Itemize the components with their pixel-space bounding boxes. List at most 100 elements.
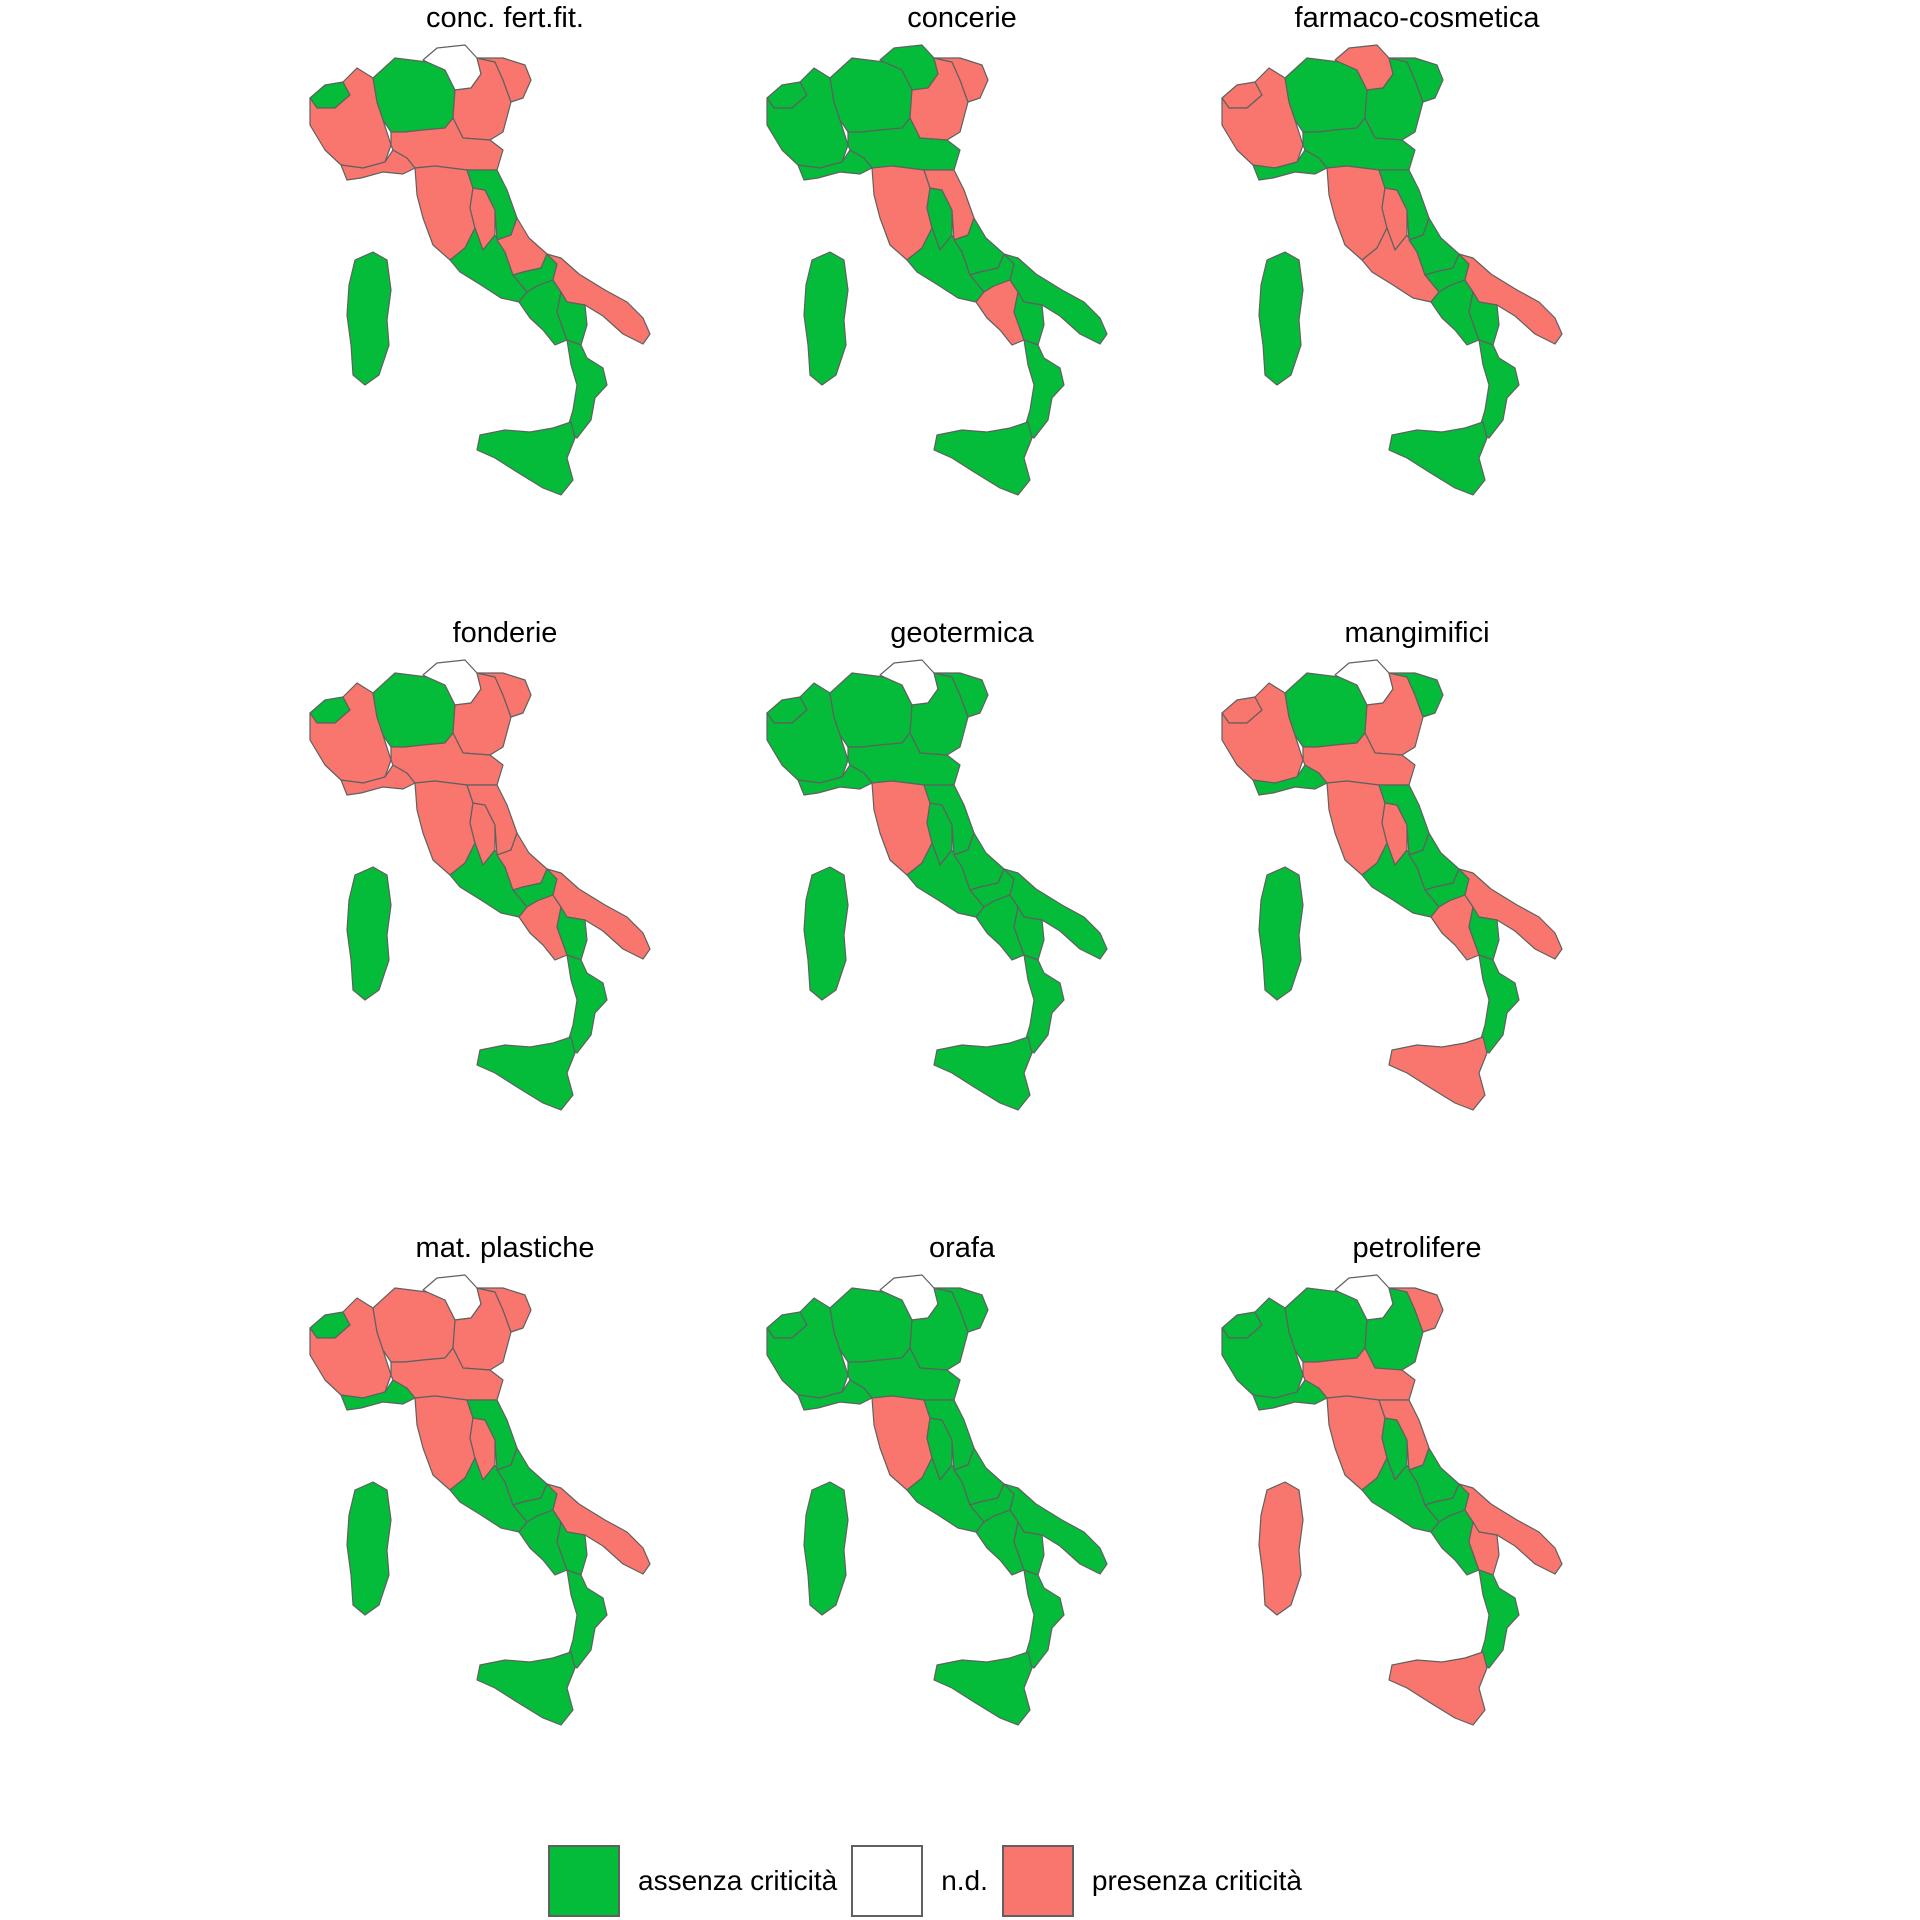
panel-title: farmaco-cosmetica [1294,2,1540,34]
region-sardegna [346,1481,392,1616]
panel-title: mangimifici [1344,617,1490,649]
region-friuli-venezia-giulia [933,672,989,718]
region-puglia [1458,868,1563,960]
region-basilicata [556,1521,588,1576]
italy-map [309,1274,651,1726]
region-emilia-romagna [847,732,961,786]
region-friuli-venezia-giulia [1388,672,1444,718]
panel-title: petrolifere [1352,1232,1482,1264]
region-basilicata [1013,1521,1045,1576]
region-sicilia [476,421,576,496]
region-friuli-venezia-giulia [933,57,989,103]
panel-title: mat. plastiche [415,1232,595,1264]
region-emilia-romagna [1302,117,1416,171]
region-puglia [546,1483,651,1575]
region-calabria [566,1569,608,1669]
region-basilicata [556,291,588,346]
legend-key-assenza [548,1845,620,1917]
region-friuli-venezia-giulia [933,1287,989,1333]
panel-title: fonderie [452,617,558,649]
legend-key-presenza [1001,1845,1074,1917]
region-calabria [1023,954,1065,1054]
map-panel-mangimifici: mangimifici [1187,615,1647,1195]
panel-title: concerie [907,2,1017,34]
region-emilia-romagna [847,117,961,171]
region-friuli-venezia-giulia [476,57,532,103]
region-calabria [1478,954,1520,1054]
region-emilia-romagna [390,1347,504,1401]
legend-key-nd [851,1845,924,1917]
italy-map [1221,659,1563,1111]
region-puglia [546,868,651,960]
region-emilia-romagna [390,732,504,786]
legend-item-assenza: assenza criticità [548,1845,837,1917]
region-emilia-romagna [1302,732,1416,786]
italy-map [309,659,651,1111]
italy-map [766,1274,1108,1726]
region-emilia-romagna [1302,1347,1416,1401]
region-emilia-romagna [847,1347,961,1401]
legend-label-nd: n.d. [941,1865,988,1896]
region-puglia [1458,1483,1563,1575]
region-friuli-venezia-giulia [476,672,532,718]
legend: assenza criticità n.d. presenza criticit… [548,1845,1316,1917]
region-sardegna [803,1481,849,1616]
region-sardegna [1258,866,1304,1001]
legend-item-nd: n.d. [851,1845,988,1917]
region-calabria [1478,1569,1520,1669]
map-panel-orafa: orafa [732,1230,1192,1810]
map-panel-mat-plastiche: mat. plastiche [275,1230,735,1810]
region-sardegna [346,251,392,386]
region-sicilia [933,421,1033,496]
map-panel-farmaco-cosmetica: farmaco-cosmetica [1187,0,1647,580]
map-panel-concerie: concerie [732,0,1192,580]
region-friuli-venezia-giulia [1388,57,1444,103]
region-friuli-venezia-giulia [1388,1287,1444,1333]
region-puglia [1003,868,1108,960]
region-basilicata [1013,906,1045,961]
region-emilia-romagna [390,117,504,171]
italy-map [766,44,1108,496]
italy-map [766,659,1108,1111]
region-sicilia [476,1651,576,1726]
map-panel-geotermica: geotermica [732,615,1192,1195]
region-sardegna [803,251,849,386]
region-basilicata [556,906,588,961]
region-calabria [1478,339,1520,439]
italy-map [1221,1274,1563,1726]
region-sicilia [933,1036,1033,1111]
region-sicilia [1388,1036,1488,1111]
region-sicilia [1388,421,1488,496]
region-sicilia [476,1036,576,1111]
region-sardegna [1258,251,1304,386]
panel-title: orafa [928,1232,996,1264]
region-calabria [566,954,608,1054]
panel-title: conc. fert.fit. [426,2,584,34]
region-basilicata [1013,291,1045,346]
region-basilicata [1468,291,1500,346]
region-sardegna [346,866,392,1001]
italy-map [309,44,651,496]
region-sardegna [1258,1481,1304,1616]
region-sardegna [803,866,849,1001]
panel-title: geotermica [890,617,1034,649]
map-panel-fonderie: fonderie [275,615,735,1195]
region-calabria [1023,1569,1065,1669]
region-calabria [1023,339,1065,439]
region-puglia [1003,1483,1108,1575]
italy-map [1221,44,1563,496]
region-puglia [546,253,651,345]
region-basilicata [1468,906,1500,961]
map-panel-petrolifere: petrolifere [1187,1230,1647,1810]
legend-label-assenza: assenza criticità [638,1865,838,1896]
region-calabria [566,339,608,439]
region-friuli-venezia-giulia [476,1287,532,1333]
region-puglia [1458,253,1563,345]
region-sicilia [933,1651,1033,1726]
map-panel-conc-fert-fit: conc. fert.fit. [275,0,735,580]
region-puglia [1003,253,1108,345]
region-sicilia [1388,1651,1488,1726]
region-basilicata [1468,1521,1500,1576]
legend-item-presenza: presenza criticità [1001,1845,1302,1917]
legend-label-presenza: presenza criticità [1091,1865,1302,1896]
